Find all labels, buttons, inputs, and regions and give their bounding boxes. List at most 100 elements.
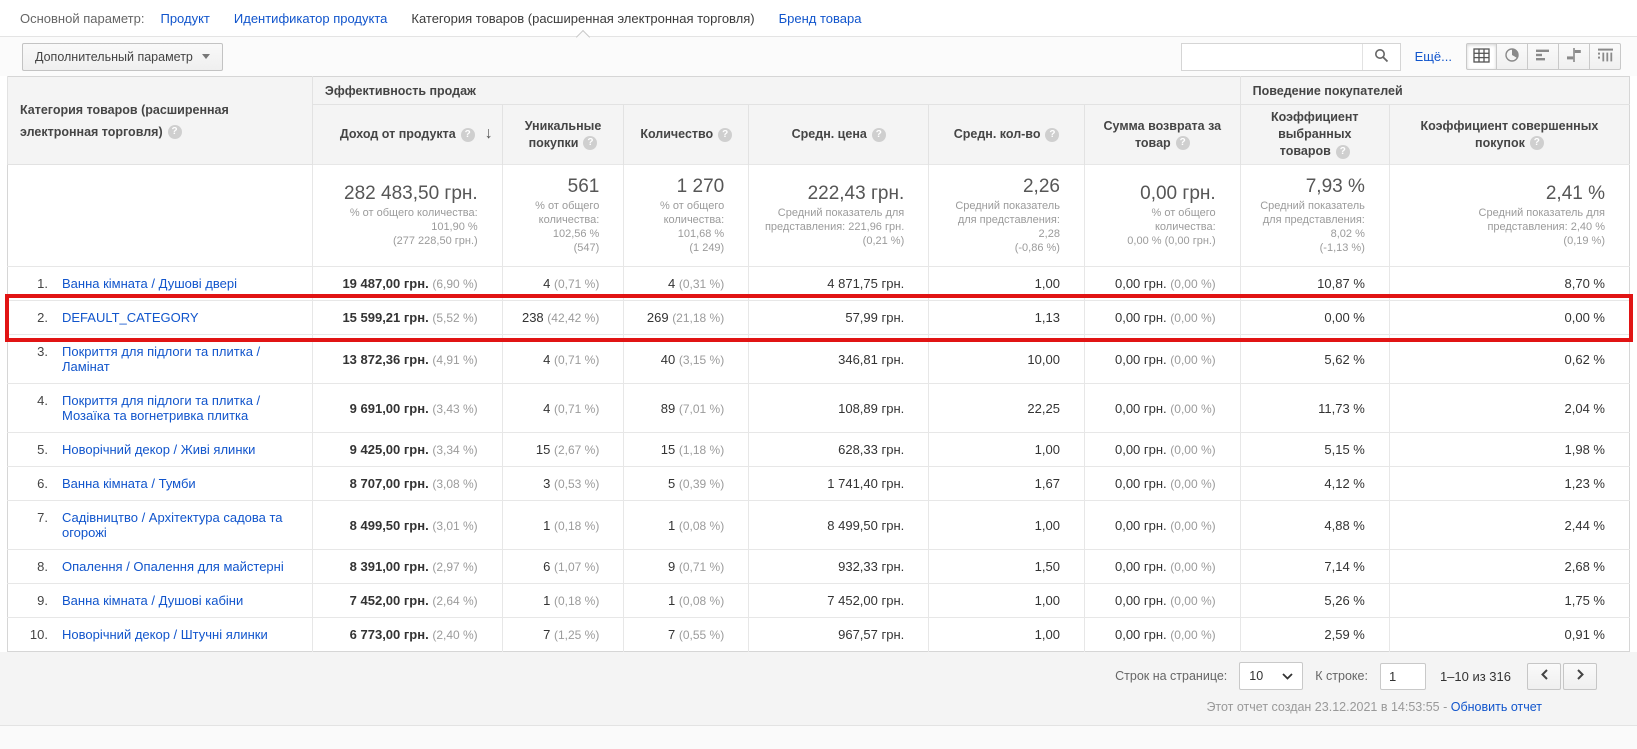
category-link[interactable]: Ванна кімната / Тумби	[62, 476, 196, 491]
cell-cart-rate: 7,14 %	[1239, 549, 1390, 584]
cell-quantity: 9 (0,71 %)	[623, 549, 749, 584]
search-button[interactable]	[1361, 43, 1400, 70]
secondary-dimension-button[interactable]: Дополнительный параметр	[22, 42, 223, 71]
cell-avg-qty: 1,00	[928, 617, 1085, 652]
row-rank: 5.	[37, 442, 48, 457]
column-header-product-revenue[interactable]: Доход от продукта? ↓	[311, 104, 503, 165]
help-icon[interactable]: ?	[1529, 136, 1544, 151]
cell-quantity: 89 (7,01 %)	[623, 383, 749, 433]
help-icon[interactable]: ?	[460, 127, 475, 142]
totals-revenue: 282 483,50 грн. % от общего количества: …	[311, 164, 503, 267]
cell-quantity: 5 (0,39 %)	[623, 466, 749, 501]
cell-revenue: 9 691,00 грн. (3,43 %)	[311, 383, 503, 433]
cell-avg-price: 628,33 грн.	[748, 432, 929, 467]
help-icon[interactable]: ?	[718, 127, 733, 142]
pagination: Строк на странице: 10 К строке: 1–10 из …	[0, 661, 1637, 691]
cell-revenue: 8 391,00 грн. (2,97 %)	[311, 549, 503, 584]
cell-avg-qty: 22,25	[928, 383, 1085, 433]
help-icon[interactable]: ?	[871, 127, 886, 142]
cell-avg-qty: 1,00	[928, 266, 1085, 301]
cell-cart-rate: 2,59 %	[1239, 617, 1390, 652]
pagination-range: 1–10 из 316	[1439, 668, 1511, 684]
category-link[interactable]: DEFAULT_CATEGORY	[62, 310, 199, 325]
cell-cart-rate: 11,73 %	[1239, 383, 1390, 433]
sort-desc-icon[interactable]: ↓	[484, 124, 493, 142]
cell-revenue: 9 425,00 грн. (3,34 %)	[311, 432, 503, 467]
column-header-category[interactable]: Категория товаров (расширенная электронн…	[7, 76, 313, 165]
help-icon[interactable]: ?	[1045, 127, 1060, 142]
performance-view-button[interactable]	[1528, 43, 1559, 70]
totals-quantity: 1 270 % от общего количества: 101,68 % (…	[623, 164, 749, 267]
search-icon	[1374, 48, 1389, 66]
cell-purchase-rate: 2,04 %	[1388, 383, 1630, 433]
previous-page-button[interactable]	[1527, 662, 1561, 690]
cell-avg-qty: 1,00	[928, 500, 1085, 550]
totals-row: 282 483,50 грн. % от общего количества: …	[7, 164, 1630, 267]
category-link[interactable]: Новорічний декор / Живі ялинки	[62, 442, 256, 457]
totals-refund: 0,00 грн. % от общего количества: 0,00 %…	[1083, 164, 1241, 267]
category-link[interactable]: Ванна кімната / Душові кабіни	[62, 593, 244, 608]
column-header-avg-qty[interactable]: Средн. кол-во?	[928, 104, 1085, 165]
column-header-unique-purchases[interactable]: Уникальные покупки?	[501, 104, 624, 165]
report-table: Категория товаров (расширенная электронн…	[7, 76, 1630, 652]
table-view-button[interactable]	[1466, 43, 1497, 70]
category-link[interactable]: Опалення / Опалення для майстерні	[62, 559, 284, 574]
percentage-view-button[interactable]	[1497, 43, 1528, 70]
cell-unique-purchases: 4 (0,71 %)	[501, 383, 624, 433]
rows-per-page-select[interactable]: 10	[1239, 662, 1304, 690]
tab-product-brand[interactable]: Бренд товара	[778, 10, 862, 26]
cell-cart-rate: 4,12 %	[1239, 466, 1390, 501]
goto-row-label: К строке:	[1315, 669, 1368, 683]
column-header-avg-price[interactable]: Средн. цена?	[748, 104, 929, 165]
category-link[interactable]: Покриття для підлоги та плитка / Ламінат	[62, 344, 261, 374]
more-link[interactable]: Ещё...	[1414, 49, 1452, 64]
cell-cart-rate: 5,15 %	[1239, 432, 1390, 467]
table-row: 6. Ванна кімната / Тумби 8 707,00 грн. (3…	[7, 466, 1630, 501]
tab-product[interactable]: Продукт	[160, 10, 210, 26]
search-input[interactable]	[1181, 44, 1362, 69]
cell-purchase-rate: 8,70 %	[1388, 266, 1630, 301]
cell-avg-qty: 1,13	[928, 300, 1085, 335]
chevron-right-icon	[1576, 669, 1585, 683]
report-created-text: Этот отчет создан 23.12.2021 в 14:53:55 …	[1206, 700, 1448, 714]
chevron-down-icon	[201, 54, 210, 59]
help-icon[interactable]: ?	[1335, 144, 1350, 159]
cell-purchase-rate: 0,62 %	[1388, 334, 1630, 384]
totals-avg-price: 222,43 грн. Средний показатель для предс…	[748, 164, 929, 267]
category-link[interactable]: Новорічний декор / Штучні ялинки	[62, 627, 268, 642]
help-icon[interactable]: ?	[167, 125, 182, 140]
cell-avg-price: 1 741,40 грн.	[748, 466, 929, 501]
row-rank: 2.	[37, 310, 48, 325]
cell-purchase-rate: 0,91 %	[1388, 617, 1630, 652]
tab-product-id[interactable]: Идентификатор продукта	[233, 10, 388, 26]
comparison-view-button[interactable]	[1559, 43, 1590, 70]
category-link[interactable]: Садівництво / Архітектура садова та огор…	[62, 510, 283, 540]
column-header-buy-to-detail-rate[interactable]: Коэффициент совершенных покупок?	[1388, 104, 1630, 165]
pivot-table-icon	[1597, 48, 1614, 65]
row-rank: 4.	[37, 393, 48, 408]
category-link[interactable]: Ванна кімната / Душові двері	[62, 276, 237, 291]
cell-purchase-rate: 0,00 %	[1388, 300, 1630, 335]
table-row: 5. Новорічний декор / Живі ялинки 9 425,0…	[7, 432, 1630, 467]
cell-unique-purchases: 3 (0,53 %)	[501, 466, 624, 501]
cell-cart-rate: 0,00 %	[1239, 300, 1390, 335]
cell-unique-purchases: 6 (1,07 %)	[501, 549, 624, 584]
bottom-strip	[0, 725, 1637, 749]
pivot-view-button[interactable]	[1590, 43, 1621, 70]
column-header-refund-amount[interactable]: Сумма возврата за товар?	[1083, 104, 1241, 165]
row-rank: 3.	[37, 344, 48, 359]
cell-revenue: 13 872,36 грн. (4,91 %)	[311, 334, 503, 384]
column-header-quantity[interactable]: Количество?	[623, 104, 749, 165]
category-link[interactable]: Покриття для підлоги та плитка / Мозаїка…	[62, 393, 261, 423]
group-header-shopping-behavior: Поведение покупателей	[1239, 76, 1630, 105]
tab-product-category-selected[interactable]: Категория товаров (расширенная электронн…	[411, 10, 755, 26]
goto-row-input[interactable]	[1379, 662, 1426, 690]
next-page-button[interactable]	[1563, 662, 1597, 690]
help-icon[interactable]: ?	[583, 136, 598, 151]
column-header-cart-to-detail-rate[interactable]: Коэффициент выбранных товаров?	[1239, 104, 1390, 165]
row-rank: 8.	[37, 559, 48, 574]
table-row: 9. Ванна кімната / Душові кабіни 7 452,00…	[7, 583, 1630, 618]
cell-avg-price: 8 499,50 грн.	[748, 500, 929, 550]
help-icon[interactable]: ?	[1175, 136, 1190, 151]
refresh-report-link[interactable]: Обновить отчет	[1450, 700, 1542, 714]
